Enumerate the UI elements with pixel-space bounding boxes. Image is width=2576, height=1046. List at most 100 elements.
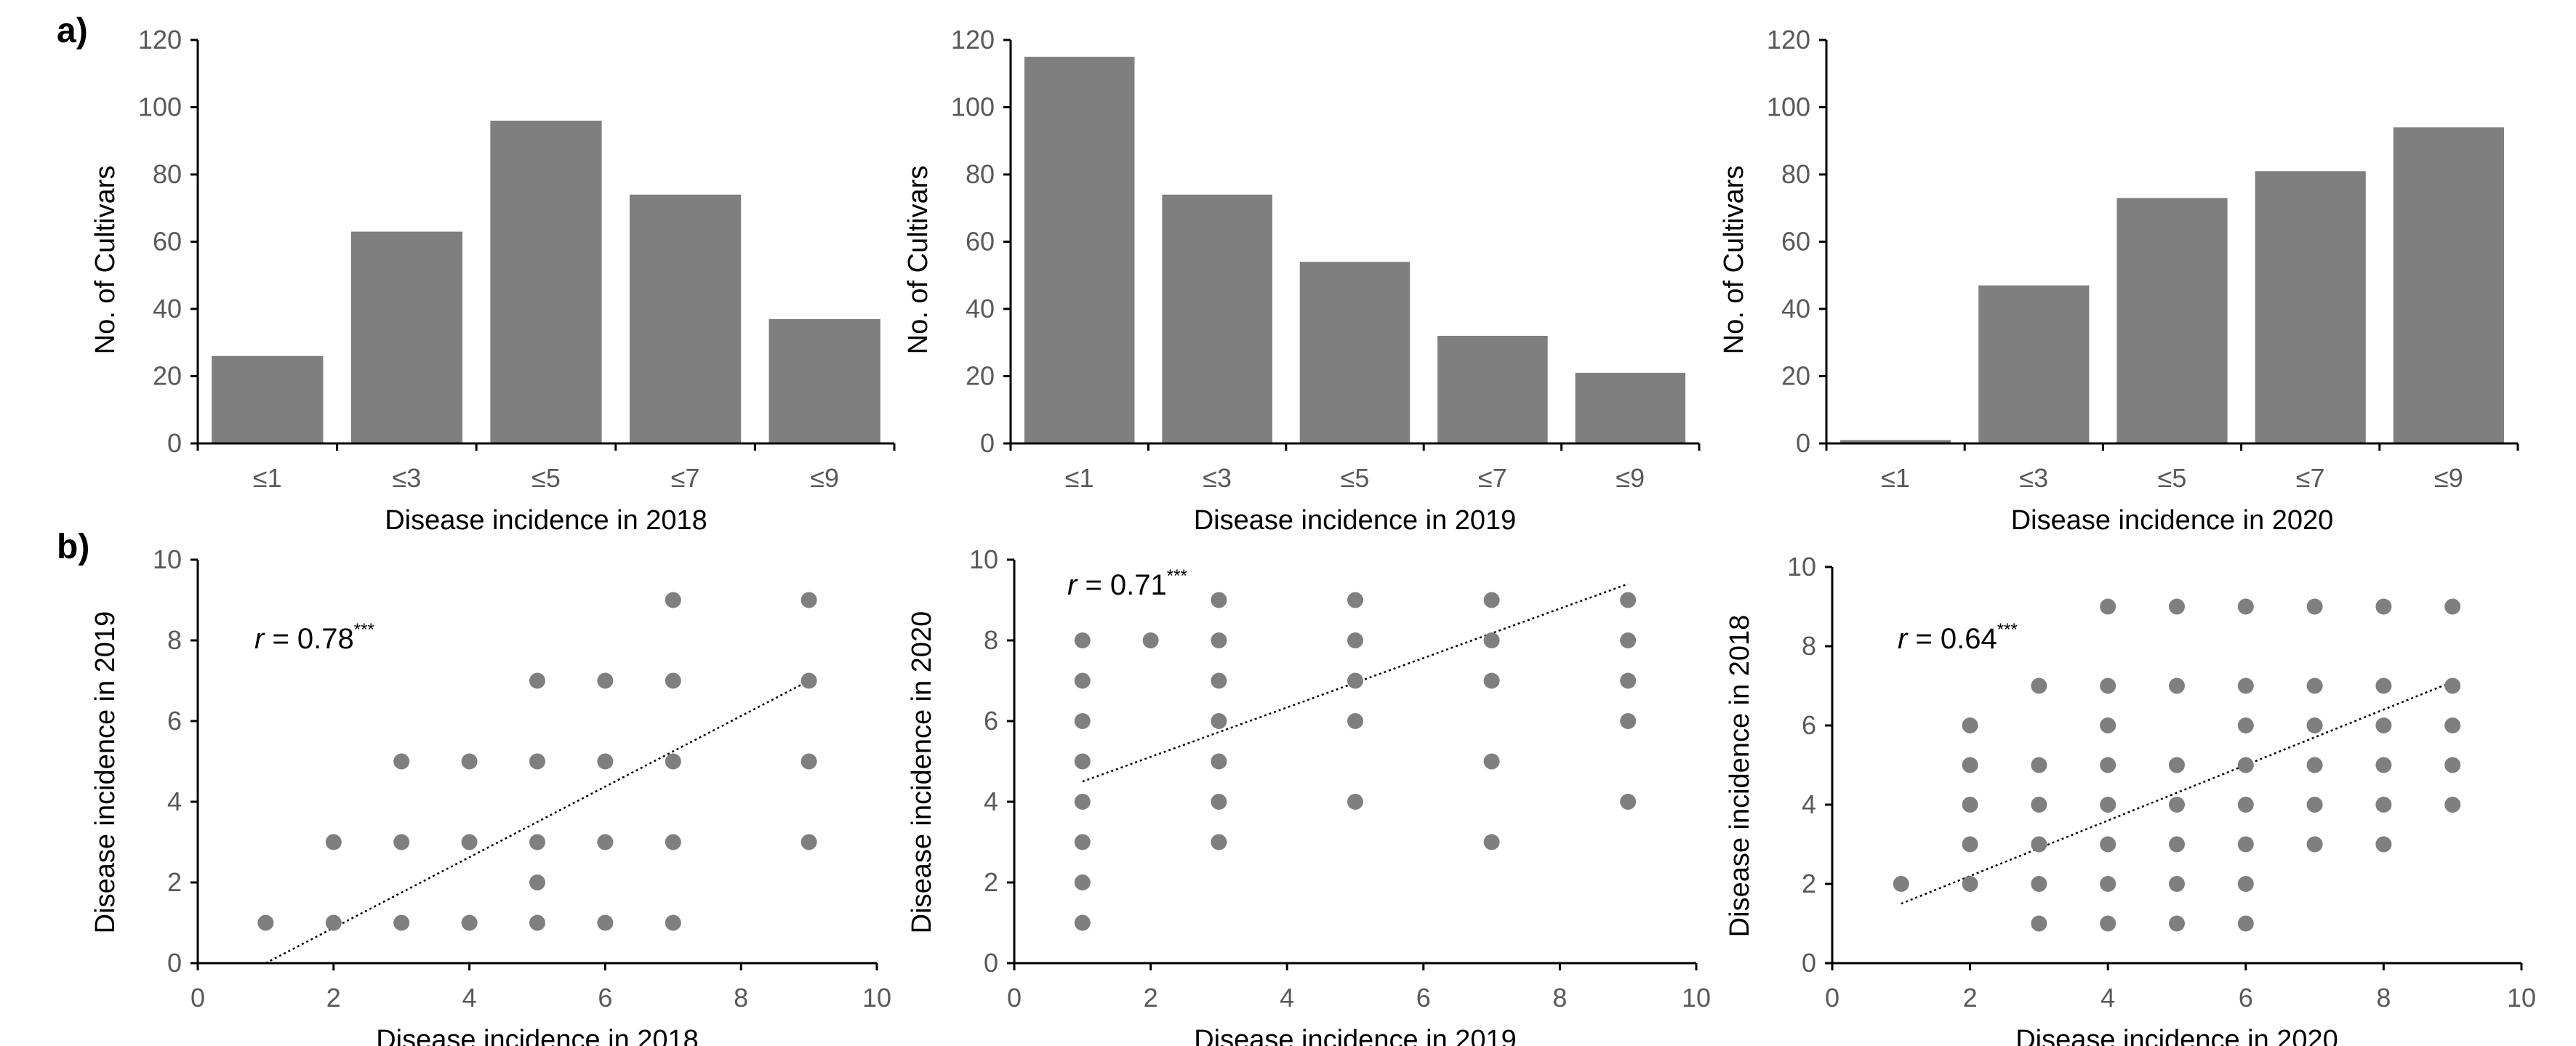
data-point [665,834,681,850]
data-point [2306,836,2323,853]
data-point [2237,876,2254,892]
data-point [2237,717,2254,733]
x-tick-label: 0 [190,983,205,1013]
bar-a1-3 [629,194,742,443]
data-point [1211,672,1227,689]
x-tick-label: 2 [1963,983,1978,1013]
data-point [1074,834,1091,850]
data-point [1620,672,1637,689]
y-tick-label: 8 [167,625,182,655]
data-point [1483,672,1500,689]
y-tick-label: 120 [951,25,995,55]
correlation-label: r = 0.78*** [254,620,374,655]
y-axis-title: Disease incidence in 2020 [907,611,937,934]
data-point [1483,834,1500,850]
y-tick-label: 10 [153,544,182,574]
x-axis-title: Disease incidence in 2018 [376,1025,699,1046]
data-point [1347,713,1363,729]
y-tick-label: 0 [984,948,998,978]
y-axis-title: No. of Cultivars [903,166,934,355]
data-point [1211,753,1227,770]
data-point [801,753,817,770]
x-tick-label: 4 [1280,983,1294,1013]
data-point [2306,598,2323,615]
x-category-label: ≤1 [253,463,282,493]
data-point [1074,713,1091,729]
y-axis-title: No. of Cultivars [90,166,121,355]
data-point [529,672,545,689]
x-tick-label: 6 [598,983,612,1013]
y-tick-label: 6 [984,706,998,736]
bar-a2-4 [1575,372,1686,443]
data-point [2375,717,2392,733]
bar-chart-a3: 0 20 40 60 80 100 120 ≤1 ≤3 ≤5 ≤7 ≤9 Disease inciden… [1719,25,2519,536]
data-point [1074,874,1091,890]
y-tick-label: 60 [1781,227,1810,257]
data-point [1620,592,1637,608]
x-tick-label: 6 [1416,983,1431,1013]
bar-chart-a2: 0 20 40 60 80 100 120 ≤1 ≤3 ≤5 ≤7 ≤9 Disease inciden… [903,25,1701,536]
data-point [2444,797,2461,813]
bar-a3-4 [2393,127,2504,443]
bar-a2-3 [1437,336,1548,443]
y-tick-label: 40 [1781,294,1810,323]
data-point [2169,876,2185,892]
data-point [1211,713,1227,729]
data-point [2169,598,2185,615]
y-tick-label: 20 [966,361,995,391]
data-point [801,834,817,850]
data-point [1074,753,1091,770]
y-tick-label: 100 [138,92,182,122]
data-point [2237,915,2254,932]
y-tick-label: 2 [167,867,182,897]
data-point [1893,876,1909,892]
data-point [1962,836,1978,853]
data-point [1347,794,1363,810]
data-point [801,592,817,608]
data-point [597,672,614,689]
data-point [1074,914,1091,931]
data-point [2169,836,2185,853]
x-tick-label: 4 [2100,983,2115,1013]
x-category-label: ≤5 [1341,463,1370,493]
data-point [1483,753,1500,770]
data-point [2100,677,2116,694]
data-point [2100,797,2116,813]
data-point [801,672,817,689]
bar-a2-2 [1299,262,1411,443]
data-point [2100,836,2116,853]
x-axis-title: Disease incidence in 2019 [1194,1025,1517,1046]
correlation-label: r = 0.64*** [1898,620,2018,655]
y-tick-label: 4 [984,786,998,816]
x-tick-label: 2 [1144,983,1158,1013]
data-point [1347,672,1363,689]
y-tick-label: 0 [1802,948,1816,978]
y-tick-label: 4 [1802,789,1816,819]
x-tick-label: 0 [1825,983,1839,1013]
y-tick-label: 0 [167,428,182,458]
bar-a2-0 [1024,57,1135,443]
x-category-label: ≤1 [1065,463,1094,493]
data-point [1620,713,1637,729]
y-tick-label: 40 [966,294,995,323]
data-point [2375,757,2392,773]
data-point [2100,876,2116,892]
data-point [461,914,478,931]
bar-a1-0 [212,355,324,443]
data-point [1483,592,1500,608]
data-point [2169,757,2185,773]
y-tick-label: 2 [1802,869,1816,898]
y-axis-title: Disease incidence in 2019 [90,611,121,934]
data-point [2237,797,2254,813]
data-point [1620,632,1637,648]
y-tick-label: 0 [1796,428,1810,458]
y-tick-label: 2 [984,867,998,897]
y-tick-label: 20 [1781,361,1810,391]
data-point [2237,598,2254,615]
x-tick-label: 10 [1682,983,1711,1013]
data-point [2444,598,2461,615]
bar-a2-1 [1162,194,1272,443]
panel-a-label: a) [57,12,88,50]
